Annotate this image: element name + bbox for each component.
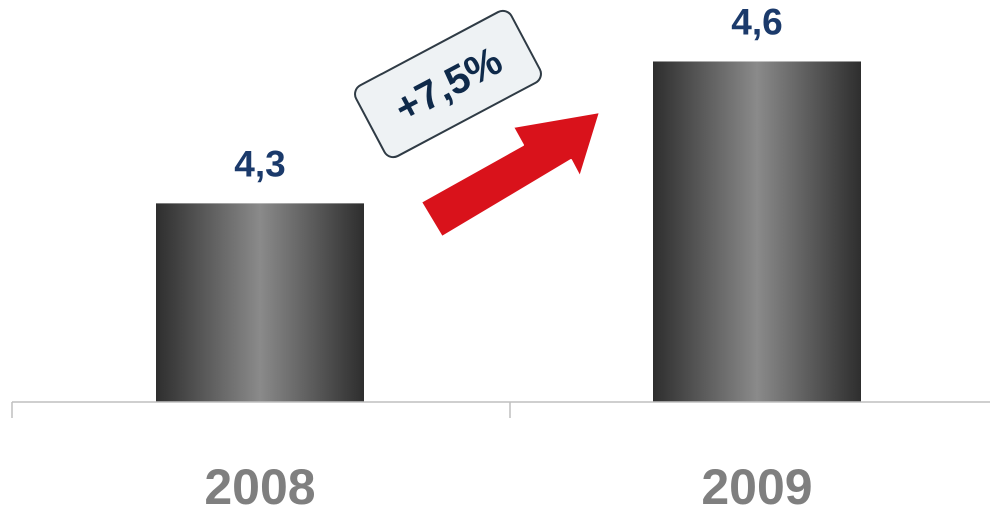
category-label-2009: 2009 <box>701 459 812 508</box>
value-labels-group: 4,3 4,6 <box>234 1 782 184</box>
category-label-2008: 2008 <box>204 459 315 508</box>
bars-group <box>156 61 861 402</box>
category-labels-group: 2008 2009 <box>204 459 812 508</box>
value-label-2009: 4,6 <box>731 1 782 42</box>
change-badge: +7,5% <box>354 9 542 159</box>
growth-arrow-icon <box>420 111 601 238</box>
x-axis-ticks <box>11 402 511 418</box>
value-label-2008: 4,3 <box>234 143 285 184</box>
bar-2009 <box>653 61 861 402</box>
bar-2008 <box>156 203 364 402</box>
